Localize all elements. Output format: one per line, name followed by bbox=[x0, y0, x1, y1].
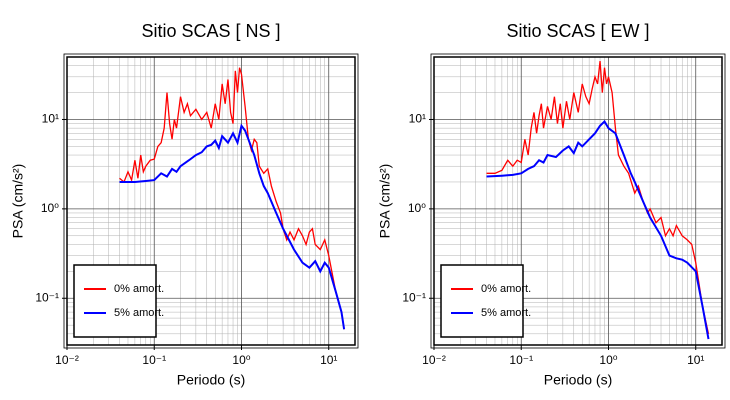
x-tick-label: 10¹ bbox=[320, 353, 337, 367]
y-tick-label: 10¹ bbox=[409, 112, 426, 126]
data-line bbox=[486, 61, 710, 334]
legend-label: 0% amort. bbox=[114, 283, 164, 295]
data-line bbox=[486, 119, 710, 340]
chart-title: Sitio SCAS [ NS ] bbox=[141, 21, 280, 41]
x-tick-label: 10⁻² bbox=[422, 353, 446, 367]
legend-label: 0% amort. bbox=[481, 283, 531, 295]
data-line bbox=[119, 67, 345, 330]
x-tick-label: 10⁰ bbox=[232, 353, 250, 367]
y-tick-label: 10⁰ bbox=[408, 201, 426, 215]
plot-frame-outer bbox=[430, 53, 726, 349]
y-axis-label: PSA (cm/s²) bbox=[10, 164, 26, 239]
legend-box bbox=[440, 264, 524, 338]
y-tick-label: 10⁻¹ bbox=[35, 290, 59, 304]
x-tick-label: 10⁰ bbox=[599, 353, 617, 367]
plot-frame bbox=[66, 56, 356, 346]
plot-frame-outer bbox=[63, 53, 359, 349]
legend-label: 5% amort. bbox=[481, 307, 531, 319]
y-tick-label: 10¹ bbox=[42, 112, 59, 126]
y-tick-label: 10⁻¹ bbox=[402, 290, 426, 304]
x-tick-label: 10⁻² bbox=[55, 353, 79, 367]
y-axis-label: PSA (cm/s²) bbox=[377, 164, 393, 239]
x-axis-label: Periodo (s) bbox=[177, 372, 245, 388]
plot-frame bbox=[433, 56, 723, 346]
legend-box bbox=[73, 264, 157, 338]
x-axis-label: Periodo (s) bbox=[544, 372, 612, 388]
y-tick-label: 10⁰ bbox=[41, 201, 59, 215]
chart-title: Sitio SCAS [ EW ] bbox=[506, 21, 649, 41]
x-tick-label: 10¹ bbox=[687, 353, 704, 367]
legend-label: 5% amort. bbox=[114, 307, 164, 319]
x-tick-label: 10⁻¹ bbox=[509, 353, 533, 367]
data-line bbox=[119, 123, 346, 330]
x-tick-label: 10⁻¹ bbox=[142, 353, 166, 367]
